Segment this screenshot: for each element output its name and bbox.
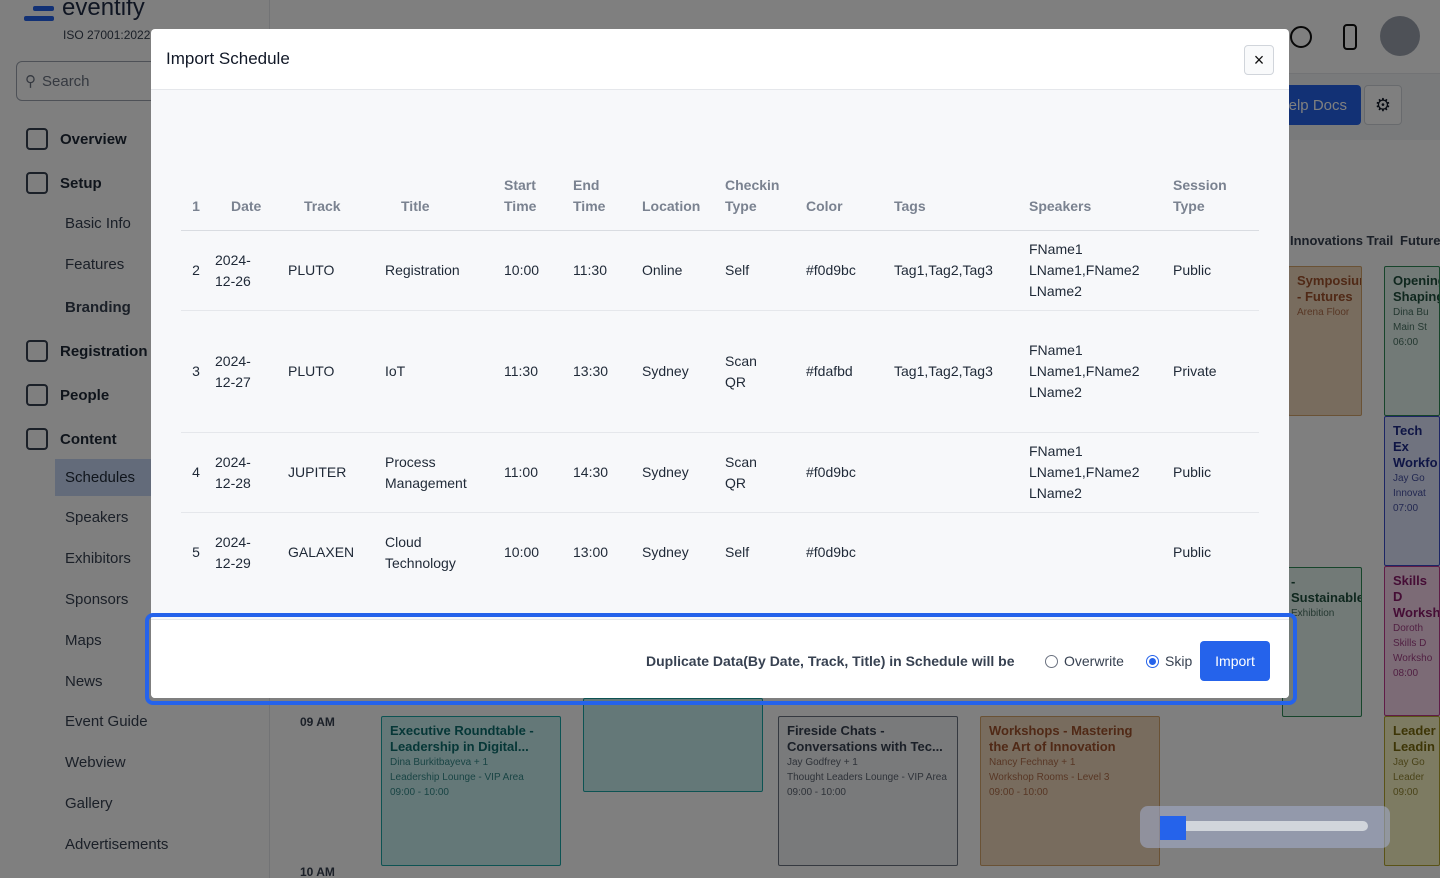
table-cell: FName1 LName1,FName2 LName2 — [1025, 310, 1169, 433]
table-cell: Private — [1169, 310, 1259, 433]
scroll-thumb[interactable] — [1160, 816, 1186, 840]
table-cell: PLUTO — [284, 230, 381, 311]
column-header: Session Type — [1169, 175, 1259, 231]
table-cell: 11:30 — [500, 310, 569, 433]
table-cell: PLUTO — [284, 310, 381, 433]
table-cell: Online — [638, 230, 721, 311]
overwrite-radio[interactable]: Overwrite — [1045, 653, 1124, 669]
table-cell: 3 — [181, 310, 211, 433]
import-schedule-modal: Import Schedule × 1 Date Track Title Sta… — [151, 29, 1289, 698]
table-cell: 10:00 — [500, 230, 569, 311]
scroll-track — [1160, 821, 1368, 831]
table-cell: 2 — [181, 230, 211, 311]
table-cell: Self — [725, 544, 750, 561]
table-cell: 4 — [181, 432, 211, 513]
table-cell: Cloud Technology — [385, 533, 456, 571]
table-cell: Sydney — [642, 544, 689, 561]
modal-body: 1 Date Track Title Start Time End Time L… — [151, 90, 1289, 619]
modal-header: Import Schedule — [151, 29, 1289, 90]
table-cell: FName1 LName1,FName2 LName2 — [1025, 230, 1169, 311]
import-button[interactable]: Import — [1200, 641, 1270, 681]
table-cell: Tag1,Tag2,Tag3 — [890, 310, 1025, 433]
radio-indicator[interactable] — [1146, 654, 1159, 668]
table-cell: Tag1,Tag2,Tag3 — [890, 230, 1025, 311]
skip-radio[interactable]: Skip — [1146, 653, 1192, 669]
table-cell: Registration — [381, 230, 500, 311]
table-row: 2 2024-12-26 PLUTO Registration 10:00 11… — [181, 230, 1259, 311]
table-cell: JUPITER — [284, 432, 381, 513]
modal-title: Import Schedule — [166, 49, 290, 68]
column-header: Title — [381, 175, 500, 231]
table-cell: Scan QR — [721, 310, 802, 433]
table-cell: #f0d9bc — [802, 230, 890, 311]
table-cell: 13:30 — [569, 310, 638, 433]
skip-label: Skip — [1165, 653, 1193, 669]
table-cell: 14:30 — [569, 432, 638, 513]
table-cell: 10:00 — [504, 544, 540, 561]
table-cell: Public — [1173, 544, 1212, 561]
column-header: Track — [284, 175, 381, 231]
table-cell: Process Management — [381, 432, 500, 513]
table-cell: Scan QR — [721, 432, 802, 513]
column-header: 1 — [181, 175, 211, 231]
table-cell: 2024-12-27 — [211, 310, 284, 433]
close-button[interactable]: × — [1244, 45, 1274, 75]
horizontal-scrollbar[interactable] — [1140, 806, 1390, 848]
table-cell: Public — [1169, 432, 1259, 513]
table-cell: Sydney — [638, 432, 721, 513]
column-header: Speakers — [1025, 175, 1169, 231]
table-cell — [890, 513, 1025, 593]
table-cell: GALAXEN — [288, 544, 355, 561]
table-cell: #f0d9bc — [806, 544, 856, 561]
focus-highlight — [145, 613, 1297, 705]
close-icon: × — [1253, 49, 1265, 70]
overwrite-label: Overwrite — [1064, 653, 1124, 669]
import-preview-table: 1 Date Track Title Start Time End Time L… — [181, 175, 1259, 593]
table-row: 3 2024-12-27 PLUTO IoT 11:30 13:30 Sydne… — [181, 310, 1259, 433]
table-cell — [890, 432, 1025, 513]
table-cell: 2024-12-29 — [215, 533, 251, 571]
table-cell: #fdafbd — [802, 310, 890, 433]
column-header: Date — [211, 175, 284, 231]
table-cell: Public — [1169, 230, 1259, 311]
table-cell: 11:30 — [569, 230, 638, 311]
table-header-row: 1 Date Track Title Start Time End Time L… — [181, 175, 1259, 231]
column-header: Tags — [890, 175, 1025, 231]
column-header: End Time — [569, 175, 638, 231]
table-cell: FName1 LName1,FName2 LName2 — [1025, 432, 1169, 513]
column-header: Checkin Type — [721, 175, 802, 231]
table-cell: 11:00 — [500, 432, 569, 513]
table-cell: 13:00 — [573, 544, 609, 561]
column-header: Location — [638, 175, 721, 231]
duplicate-data-label: Duplicate Data(By Date, Track, Title) in… — [646, 653, 1015, 669]
radio-indicator[interactable] — [1045, 654, 1058, 668]
table-row: 5 2024-12-29 GALAXEN Cloud Technology 10… — [181, 513, 1259, 593]
table-cell — [1025, 513, 1169, 593]
column-header: Color — [802, 175, 890, 231]
table-cell: 2024-12-26 — [211, 230, 284, 311]
table-cell: #f0d9bc — [802, 432, 890, 513]
table-cell: 2024-12-28 — [211, 432, 284, 513]
table-cell: Sydney — [638, 310, 721, 433]
column-header: Start Time — [500, 175, 569, 231]
table-row: 4 2024-12-28 JUPITER Process Management … — [181, 432, 1259, 513]
modal-footer: Duplicate Data(By Date, Track, Title) in… — [151, 619, 1289, 698]
table-cell: Self — [721, 230, 802, 311]
table-cell: IoT — [381, 310, 500, 433]
table-cell: 5 — [192, 544, 200, 561]
